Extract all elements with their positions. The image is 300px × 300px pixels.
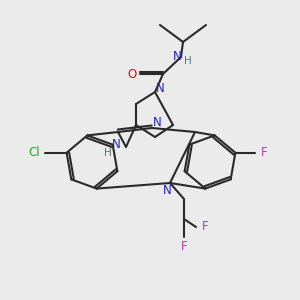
Text: F: F [181,239,187,253]
Text: F: F [202,220,208,233]
Text: N: N [156,82,164,94]
Text: N: N [163,184,171,196]
Text: Cl: Cl [29,146,40,159]
Text: H: H [184,56,192,66]
Text: N: N [153,116,161,128]
Text: H: H [104,148,112,158]
Text: N: N [172,50,182,64]
Text: N: N [112,139,120,152]
Text: O: O [128,68,136,80]
Text: F: F [261,146,268,159]
